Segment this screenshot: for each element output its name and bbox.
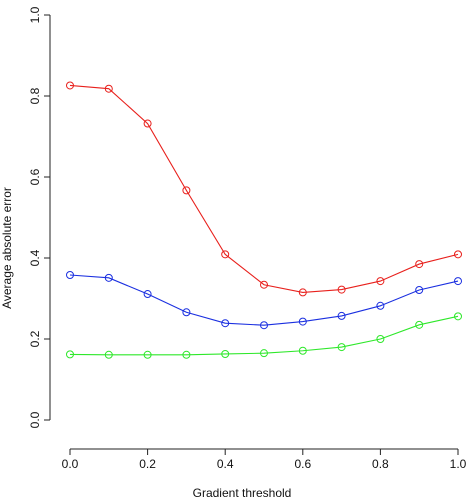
x-tick-label: 1.0 [450,457,467,471]
data-point [454,277,462,286]
x-tick-label: 0.0 [62,457,79,471]
data-point [376,301,385,310]
x-tick-label: 0.4 [217,457,234,471]
series-group [66,81,462,359]
data-point [260,349,268,358]
series-3 [66,312,462,359]
data-point [221,250,230,259]
data-point [376,335,385,343]
x-tick-label: 0.8 [372,457,389,471]
y-tick-label: 0.2 [28,330,42,347]
x-axis-title: Gradient threshold [193,486,292,500]
series-2 [66,271,462,330]
data-point [104,273,113,282]
data-point [182,308,191,317]
data-point [143,350,152,359]
data-point [104,84,113,93]
series-line [69,84,459,293]
data-point [66,350,74,359]
series-1 [66,81,462,297]
y-tick-label: 0.4 [28,249,42,266]
x-tick-label: 0.6 [294,457,311,471]
data-point [376,277,385,286]
data-point [415,260,424,269]
data-point [454,312,462,321]
y-axis-title: Average absolute error [0,187,14,309]
axes [49,15,458,450]
y-tick-label: 0.8 [28,87,42,104]
data-point [182,350,191,359]
data-point [298,317,307,326]
data-point [337,343,346,352]
data-point [260,280,268,289]
data-point [182,186,191,195]
data-point [415,320,424,329]
tick-group: 0.0 0.2 0.4 0.6 0.8 1.0 0.0 0.2 0.4 0.6 0.8 1.0 [28,6,467,471]
data-point [415,285,424,294]
x-tick-label: 0.2 [139,457,156,471]
data-point [298,288,307,297]
y-tick-label: 0.6 [28,168,42,185]
data-point [104,350,113,359]
data-point [298,346,307,355]
data-point [66,271,74,280]
data-point [221,319,230,328]
y-tick-label: 1.0 [28,6,42,23]
series-line [69,315,459,356]
data-point [66,81,74,90]
data-point [454,250,462,259]
data-point [143,290,152,299]
data-point [337,311,346,320]
data-point [221,349,230,358]
data-point [337,285,346,294]
series-line [69,274,459,326]
data-point [143,119,152,128]
data-point [260,321,268,330]
y-tick-label: 0.0 [28,411,42,428]
